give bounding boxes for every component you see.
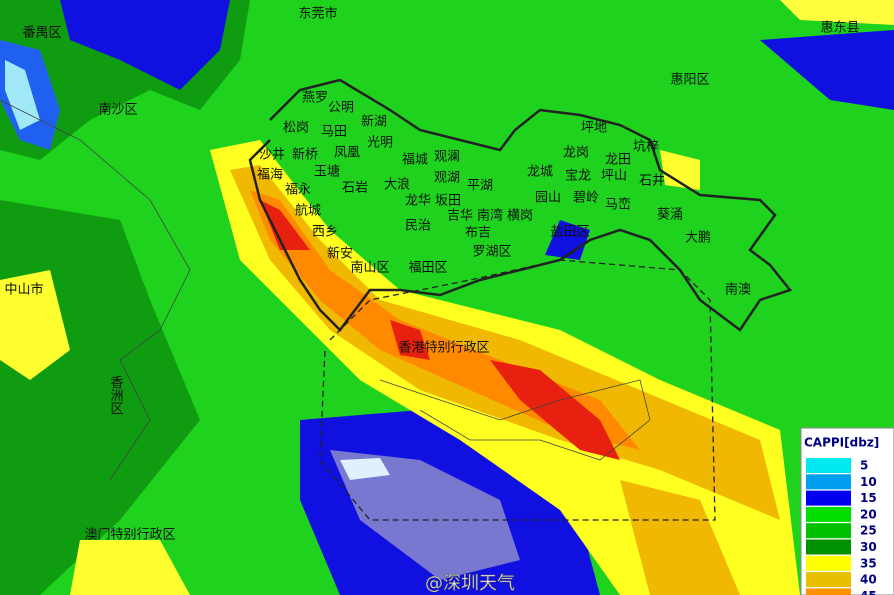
legend-title: CAPPI[dbz] bbox=[804, 436, 879, 450]
place-label: 福永 bbox=[285, 183, 311, 198]
place-label: 光明 bbox=[367, 136, 393, 151]
place-label: 香洲区 bbox=[108, 376, 124, 415]
place-label: 大浪 bbox=[384, 178, 410, 193]
place-label: 公明 bbox=[328, 101, 354, 116]
place-label: 马峦 bbox=[605, 197, 631, 213]
legend-value: 35 bbox=[860, 556, 877, 570]
place-label: 凤凰 bbox=[334, 146, 360, 161]
place-label: 南沙区 bbox=[98, 102, 137, 118]
place-label: 坂田 bbox=[435, 194, 461, 209]
place-label: 惠东县 bbox=[820, 21, 859, 36]
place-label: 罗湖区 bbox=[472, 245, 511, 260]
legend-value: 5 bbox=[860, 459, 868, 473]
legend-swatch bbox=[806, 539, 851, 555]
place-label: 香港特别行政区 bbox=[398, 341, 489, 356]
place-label: 吉华 bbox=[447, 209, 473, 224]
place-label: 新桥 bbox=[292, 147, 318, 163]
place-label: 龙岗 bbox=[563, 146, 589, 161]
place-label: 南山区 bbox=[350, 260, 389, 276]
place-label: 东莞市 bbox=[298, 6, 337, 22]
place-label: 宝龙 bbox=[565, 169, 591, 184]
legend-value: 10 bbox=[860, 475, 877, 489]
place-label: 新安 bbox=[327, 246, 353, 262]
place-label: 园山 bbox=[535, 191, 561, 206]
place-label: 燕罗 bbox=[302, 91, 328, 106]
place-label: 坪地 bbox=[581, 121, 607, 136]
place-label: 龙城 bbox=[527, 165, 553, 180]
place-label: 中山市 bbox=[4, 282, 43, 298]
place-label: 新湖 bbox=[361, 114, 387, 130]
place-label: 观湖 bbox=[434, 171, 460, 186]
place-label: 澳门特别行政区 bbox=[84, 527, 175, 543]
legend-swatch bbox=[806, 474, 851, 490]
watermark: @深圳天气 bbox=[425, 573, 515, 594]
boundaries bbox=[0, 78, 793, 521]
place-label: 西乡 bbox=[312, 225, 338, 240]
place-label: 碧岭 bbox=[573, 191, 599, 206]
place-label: 观澜 bbox=[434, 150, 460, 165]
legend-swatch bbox=[806, 490, 851, 506]
place-label: 福田区 bbox=[408, 261, 447, 276]
place-label: 番禺区 bbox=[22, 26, 61, 41]
place-label: 平湖 bbox=[467, 179, 493, 194]
place-label: 坑梓 bbox=[633, 140, 659, 155]
legend-swatch bbox=[806, 506, 851, 522]
legend-value: 30 bbox=[860, 540, 877, 554]
place-label: 石井 bbox=[639, 174, 665, 189]
legend-value: 40 bbox=[860, 573, 877, 587]
place-label: 龙田 bbox=[605, 153, 631, 168]
place-label: 松岗 bbox=[283, 121, 309, 136]
place-label: 布吉 bbox=[465, 226, 491, 241]
legend-swatch bbox=[806, 572, 851, 588]
place-label: 盐田区 bbox=[550, 225, 589, 240]
place-label: 福城 bbox=[402, 153, 428, 168]
place-label: 横岗 bbox=[507, 209, 533, 224]
place-label: 龙华 bbox=[405, 194, 431, 209]
place-label: 南湾 bbox=[477, 208, 503, 224]
place-label: 玉塘 bbox=[314, 164, 340, 180]
legend-swatch bbox=[806, 523, 851, 539]
place-label: 民治 bbox=[405, 219, 431, 234]
legend-swatch bbox=[806, 458, 851, 473]
place-label: 航城 bbox=[295, 203, 321, 219]
legend-value: 25 bbox=[860, 524, 877, 538]
place-label: 惠阳区 bbox=[670, 73, 709, 88]
legend-swatch bbox=[806, 588, 851, 595]
place-label: 葵涌 bbox=[657, 208, 683, 223]
place-label: 大鹏 bbox=[685, 231, 711, 246]
place-label: 马田 bbox=[321, 125, 347, 140]
place-label: 沙井 bbox=[259, 148, 285, 163]
legend: CAPPI[dbz] 5 10 15 20 25 30 35 40 45 bbox=[800, 427, 894, 595]
place-label: 南澳 bbox=[725, 282, 751, 298]
place-label: 石岩 bbox=[342, 181, 368, 196]
place-label: 福海 bbox=[257, 168, 283, 183]
legend-value: 20 bbox=[860, 507, 877, 521]
place-label: 坪山 bbox=[601, 169, 627, 184]
legend-value: 15 bbox=[860, 491, 877, 505]
legend-swatch bbox=[806, 555, 851, 571]
legend-value: 45 bbox=[860, 589, 877, 595]
